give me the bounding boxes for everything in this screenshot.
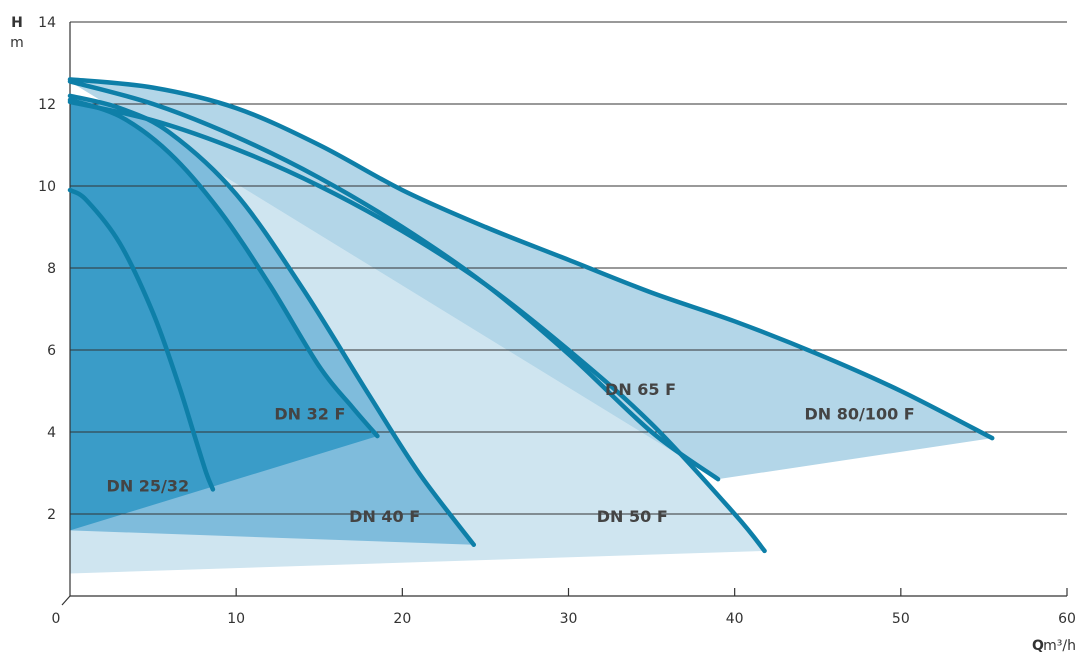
y-tick-label-12: 12: [38, 97, 56, 113]
y-tick-label-2: 2: [47, 507, 56, 523]
y-axis-symbol: H: [11, 15, 23, 31]
area-fills: [70, 79, 993, 574]
tick-labels: 2 4 6 8 10 12 14 0 10 20 30 40 50 60: [38, 15, 1076, 627]
label-dn-25-32: DN 25/32: [107, 476, 190, 495]
x-tick-label-60: 60: [1058, 611, 1076, 627]
grid-lines: [70, 21, 1067, 515]
x-tick-label-30: 30: [560, 611, 578, 627]
x-tick-label-10: 10: [227, 611, 245, 627]
x-tick-label-50: 50: [892, 611, 910, 627]
x-axis-symbol: Q: [1032, 638, 1044, 654]
label-dn-80-100-f: DN 80/100 F: [804, 405, 914, 424]
curve-dn-80-100-f: [67, 77, 995, 441]
pump-curves: [67, 77, 995, 554]
curve-dn-65-f: [67, 79, 721, 482]
area-dn-65-f: [70, 81, 719, 480]
x-axis-unit: m³/h: [1043, 638, 1076, 654]
label-dn-32-f: DN 32 F: [274, 405, 345, 424]
label-dn-40-f: DN 40 F: [349, 507, 420, 526]
x-tick-label-20: 20: [393, 611, 411, 627]
area-dn-32-f: [70, 99, 378, 531]
y-tick-label-14: 14: [38, 15, 56, 31]
axes: [61, 22, 1068, 606]
label-dn-50-f: DN 50 F: [597, 507, 668, 526]
y-tick-label-8: 8: [47, 261, 56, 277]
y-tick-label-10: 10: [38, 179, 56, 195]
y-tick-label-4: 4: [47, 425, 56, 441]
series-labels: DN 25/32 DN 32 F DN 40 F DN 50 F DN 65 F DN 8…: [107, 380, 915, 526]
x-tick-label-0: 0: [52, 611, 61, 627]
axis-titles: Hm Q m³/h: [10, 15, 1076, 654]
y-axis-unit: m: [10, 35, 24, 51]
axis-break-mark: [61, 595, 71, 606]
y-tick-label-6: 6: [47, 343, 56, 359]
curve-dn-25-32: [67, 187, 216, 492]
label-dn-65-f: DN 65 F: [605, 380, 676, 399]
curve-dn-32-f: [67, 97, 380, 439]
x-tick-label-40: 40: [726, 611, 744, 627]
